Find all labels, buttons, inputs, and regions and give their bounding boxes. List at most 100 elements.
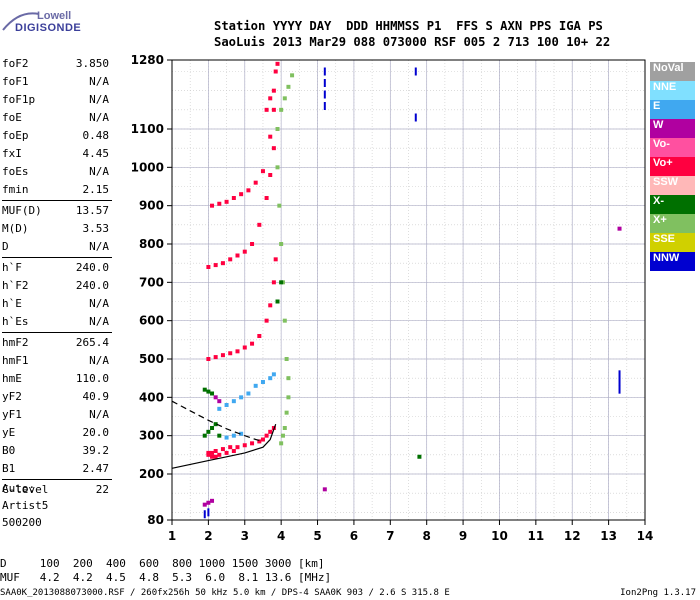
- data-point-vo: [210, 454, 215, 459]
- data-point-vo: [264, 318, 269, 323]
- param-value: 240.0: [75, 279, 109, 292]
- data-point-x: [417, 454, 422, 459]
- data-point-vo: [206, 357, 211, 361]
- param-value: 22: [95, 483, 109, 496]
- y-tick-label: 400: [139, 390, 164, 404]
- data-point-vo: [220, 353, 225, 358]
- param-label: foE: [2, 111, 22, 124]
- logo-text-digisonde: DIGISONDE: [15, 22, 82, 34]
- param-value: N/A: [89, 408, 109, 421]
- param-row: fxI 4.45: [2, 145, 112, 163]
- param-label: h`Es: [2, 315, 29, 328]
- legend-item-nne: NNE: [650, 81, 695, 100]
- data-point-vo: [228, 351, 233, 356]
- y-tick-label: 1000: [131, 160, 164, 174]
- data-point-x: [280, 433, 285, 438]
- data-point-vo: [213, 355, 218, 360]
- data-point-vo: [224, 199, 229, 204]
- data-point-e: [239, 431, 244, 436]
- data-point-vo: [264, 196, 269, 200]
- legend-item-e: E: [650, 100, 695, 119]
- data-point-vo: [268, 429, 273, 434]
- x-tick-label: 14: [637, 529, 654, 543]
- y-tick-label: 1280: [131, 53, 164, 67]
- param-row: foF1p N/A: [2, 91, 112, 109]
- data-point-nnw: [323, 102, 326, 110]
- data-point-x: [202, 387, 207, 392]
- data-point-e: [239, 395, 244, 400]
- data-point-w: [217, 399, 222, 404]
- data-point-x: [275, 165, 280, 170]
- param-value: N/A: [89, 240, 109, 253]
- legend-item-nnw: NNW: [650, 252, 695, 271]
- data-point-nnw: [323, 90, 326, 99]
- data-point-vo: [271, 146, 276, 151]
- param-value: 3.53: [82, 222, 110, 235]
- plot-border: [171, 59, 646, 521]
- muf-distance-row: D 100 200 400 600 800 1000 1500 3000 [km…: [0, 557, 325, 570]
- data-point-x: [202, 433, 207, 438]
- param-value: 13.57: [75, 204, 109, 217]
- profile-curve-dashed: [171, 400, 264, 442]
- data-point-vo: [264, 433, 269, 438]
- data-point-vo: [217, 201, 222, 206]
- param-label: hmF2: [2, 336, 29, 349]
- data-point-vo: [228, 257, 233, 262]
- data-point-x: [279, 107, 284, 112]
- data-point-vo: [231, 449, 236, 453]
- data-point-vo: [268, 96, 273, 101]
- param-value: 39.2: [82, 444, 110, 457]
- data-point-vo: [224, 450, 229, 455]
- legend-item-w: W: [650, 119, 695, 138]
- data-point-e: [217, 406, 222, 411]
- data-point-vo: [210, 450, 215, 455]
- param-row: hmE 110.0: [2, 370, 112, 388]
- data-point-x: [217, 433, 222, 438]
- legend-item-vo: Vo-: [650, 138, 695, 157]
- param-row: hmF1 N/A: [2, 352, 112, 370]
- param-row: h`F2 240.0: [2, 277, 112, 295]
- data-point-vo: [250, 441, 255, 446]
- data-point-vo: [257, 439, 262, 444]
- x-tick-label: 12: [564, 529, 581, 543]
- data-point-x: [290, 73, 295, 78]
- param-row: h`Es N/A: [2, 313, 112, 331]
- data-point-x: [279, 280, 284, 285]
- param-row: foEs N/A: [2, 163, 112, 181]
- y-tick-label: 300: [139, 429, 164, 443]
- data-point-x: [279, 441, 284, 446]
- logo-swoosh-icon: [2, 12, 40, 31]
- param-row: D N/A: [2, 238, 112, 256]
- data-point-vo: [217, 452, 222, 457]
- data-point-e: [246, 391, 251, 396]
- profile-curve-solid: [171, 423, 277, 469]
- y-tick-label: 200: [139, 467, 164, 481]
- param-row: foF2 3.850: [2, 55, 112, 73]
- station-header: Station YYYY DAY DDD HHMMSS P1 FFS S AXN…: [214, 18, 610, 50]
- data-point-vo: [220, 447, 225, 452]
- data-point-x: [286, 395, 291, 400]
- ionogram-plot: 1 2 3 4 5 6 7 8 9 10 11 12 13 14802003004005006007008…: [131, 53, 654, 543]
- param-row: fmin 2.15: [2, 181, 112, 199]
- legend-item-noval: NoVal: [650, 62, 695, 81]
- param-label: h`F2: [2, 279, 29, 292]
- param-label: foEs: [2, 165, 29, 178]
- data-point-vo: [260, 169, 265, 174]
- param-row: foE N/A: [2, 109, 112, 127]
- param-label: foF1p: [2, 93, 36, 106]
- data-point-vo: [246, 188, 251, 193]
- param-value: 2.47: [82, 462, 110, 475]
- data-point-e: [253, 383, 258, 388]
- data-point-w: [322, 487, 327, 492]
- data-point-x: [282, 318, 287, 323]
- header-line-2: SaoLuis 2013 Mar29 088 073000 RSF 005 2 …: [214, 35, 611, 49]
- param-label: fmin: [2, 183, 29, 196]
- data-point-vo: [257, 222, 262, 227]
- param-value: N/A: [89, 75, 109, 88]
- param-row: B1 2.47: [2, 460, 112, 478]
- x-tick-label: 8: [423, 529, 431, 543]
- data-point-x: [277, 203, 282, 208]
- param-label: yE: [2, 426, 16, 439]
- param-label: B1: [2, 462, 16, 475]
- param-value: 4.45: [82, 147, 110, 160]
